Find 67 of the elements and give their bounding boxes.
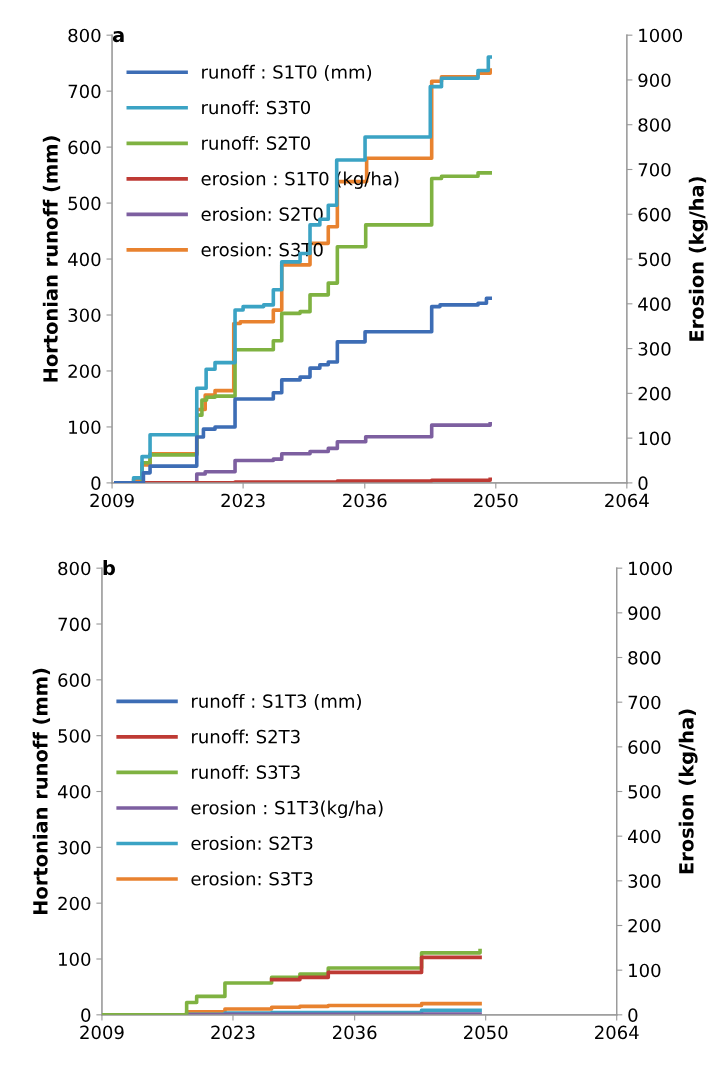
y2-tick-label: 0 bbox=[638, 476, 648, 491]
y2-tick-label: 1000 bbox=[639, 28, 683, 43]
y-tick-label: 0 bbox=[81, 1008, 91, 1022]
y2-tick-label: 300 bbox=[628, 874, 661, 888]
y-tick-label: 600 bbox=[58, 673, 91, 687]
y2-tick-label: 1000 bbox=[629, 561, 672, 576]
y2-tick-label: 900 bbox=[628, 606, 661, 620]
x-tick-label: 2064 bbox=[605, 493, 649, 508]
legend-label: runoff : S1T0 (mm) bbox=[202, 64, 372, 81]
y2-tick-label: 800 bbox=[638, 118, 671, 132]
legend-label: erosion : S1T3(kg/ha) bbox=[191, 800, 383, 819]
y-tick-label: 500 bbox=[58, 729, 91, 743]
y-axis-title: Hortonian runoff (mm) bbox=[32, 668, 51, 915]
y2-axis-title: Erosion (kg/ha) bbox=[688, 177, 708, 341]
y2-tick-label: 400 bbox=[638, 297, 671, 311]
y2-tick-label: 700 bbox=[638, 162, 671, 177]
chart-title: a bbox=[112, 31, 124, 43]
y-tick-label: 100 bbox=[69, 420, 101, 435]
y2-tick-label: 900 bbox=[638, 73, 671, 88]
legend-label: erosion: S2T3 bbox=[191, 836, 313, 851]
y2-tick-label: 600 bbox=[638, 207, 671, 222]
legend-label: runoff: S3T3 bbox=[192, 765, 300, 779]
y2-tick-label: 700 bbox=[628, 695, 661, 710]
x-tick-label: 2036 bbox=[343, 493, 387, 508]
y-tick-label: 200 bbox=[68, 364, 101, 379]
y2-tick-label: 500 bbox=[628, 784, 661, 799]
x-tick-label: 2023 bbox=[211, 1025, 255, 1040]
y2-tick-label: 800 bbox=[628, 650, 661, 665]
y-tick-label: 100 bbox=[59, 952, 91, 967]
legend-label: erosion : S1T0 (kg/ha) bbox=[201, 171, 399, 189]
y-tick-label: 700 bbox=[68, 84, 101, 99]
y-tick-label: 300 bbox=[58, 840, 91, 855]
legend-label: runoff : S1T3 (mm) bbox=[192, 693, 361, 711]
y2-tick-label: 0 bbox=[628, 1008, 638, 1022]
chart-title: b bbox=[103, 560, 115, 576]
x-tick-label: 2050 bbox=[474, 493, 518, 508]
y-tick-label: 600 bbox=[68, 140, 101, 155]
y2-tick-label: 100 bbox=[629, 963, 661, 978]
x-tick-label: 2064 bbox=[595, 1025, 639, 1040]
x-tick-label: 2050 bbox=[464, 1025, 508, 1040]
x-tick-label: 2009 bbox=[80, 1025, 124, 1040]
y2-tick-label: 400 bbox=[628, 829, 661, 844]
x-tick-label: 2036 bbox=[333, 1025, 377, 1040]
y-tick-label: 500 bbox=[68, 196, 101, 211]
y2-axis-title: Erosion (kg/ha) bbox=[678, 709, 698, 874]
y-tick-label: 700 bbox=[58, 617, 91, 632]
legend-label: runoff: S2T3 bbox=[192, 729, 300, 744]
y-tick-label: 300 bbox=[68, 308, 101, 323]
x-tick-label: 2023 bbox=[221, 493, 265, 508]
y2-tick-label: 200 bbox=[638, 386, 671, 401]
x-tick-label: 2009 bbox=[90, 493, 134, 508]
y2-tick-label: 300 bbox=[638, 342, 671, 356]
y-axis-title: Hortonian runoff (mm) bbox=[42, 136, 61, 382]
y2-tick-label: 500 bbox=[638, 252, 671, 267]
y2-tick-label: 100 bbox=[639, 431, 671, 446]
legend-label: runoff: S2T0 bbox=[202, 135, 311, 150]
y-tick-label: 0 bbox=[91, 476, 101, 491]
legend-label: erosion: S3T3 bbox=[191, 871, 313, 886]
y-tick-label: 800 bbox=[68, 28, 101, 43]
y-tick-label: 400 bbox=[57, 784, 91, 799]
legend-label: runoff: S3T0 bbox=[202, 100, 311, 115]
y-tick-label: 400 bbox=[68, 252, 101, 267]
y-tick-label: 200 bbox=[58, 896, 91, 911]
legend-label: erosion: S2T0 bbox=[201, 206, 323, 221]
y-tick-label: 800 bbox=[58, 561, 91, 576]
y2-tick-label: 600 bbox=[628, 740, 661, 754]
y2-tick-label: 200 bbox=[628, 918, 661, 933]
